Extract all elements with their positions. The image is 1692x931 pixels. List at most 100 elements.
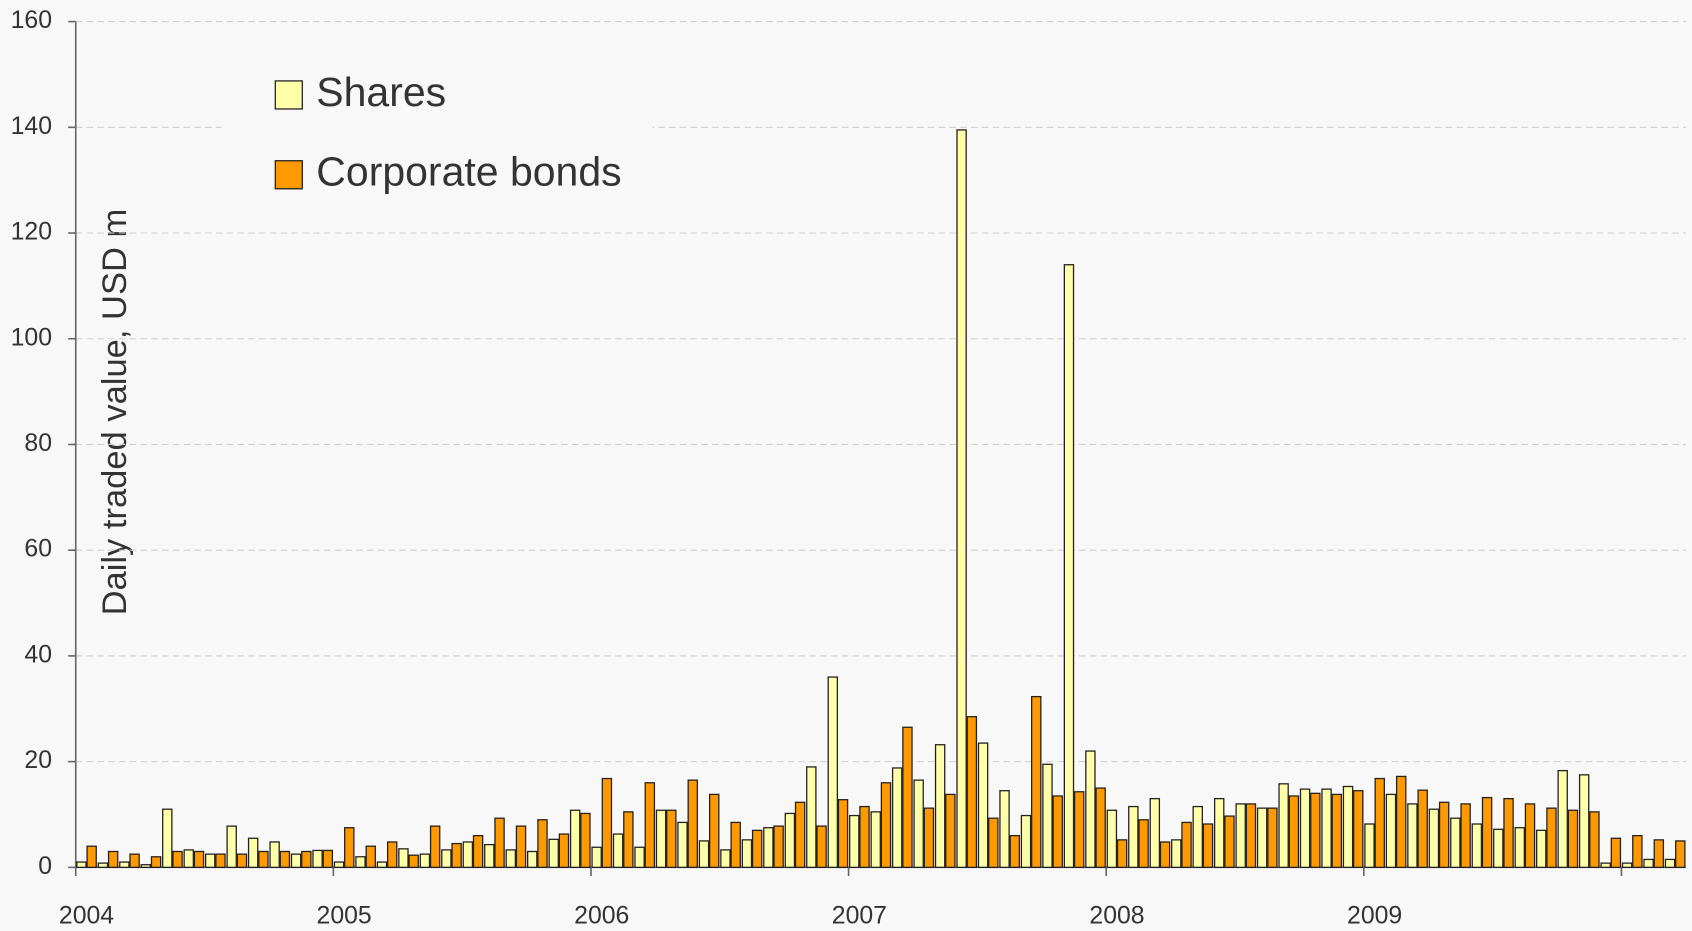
bar xyxy=(451,842,462,868)
bar xyxy=(344,827,355,868)
bar xyxy=(687,779,698,868)
bar xyxy=(1267,807,1278,868)
y-tick-label: 120 xyxy=(11,219,52,246)
bar xyxy=(612,833,624,868)
bar xyxy=(484,843,495,868)
bar xyxy=(1353,790,1364,868)
bar xyxy=(859,805,870,868)
bar xyxy=(1256,807,1268,868)
bar xyxy=(312,849,323,868)
bar xyxy=(816,825,827,868)
bar xyxy=(708,793,720,868)
bar xyxy=(923,807,935,868)
bar xyxy=(1417,789,1428,868)
bar xyxy=(333,861,345,868)
bar xyxy=(398,848,409,868)
bar xyxy=(1600,862,1611,868)
bar xyxy=(1342,785,1354,868)
bar xyxy=(891,767,903,868)
bar xyxy=(934,744,946,868)
bar xyxy=(1171,839,1182,868)
bar xyxy=(429,825,441,868)
y-tick-label: 140 xyxy=(11,113,52,140)
bar xyxy=(150,856,162,868)
bar xyxy=(441,849,452,868)
bar xyxy=(1428,808,1440,868)
bar xyxy=(226,825,237,868)
bar xyxy=(870,811,881,868)
bar xyxy=(1020,814,1032,868)
bar xyxy=(1224,815,1235,868)
x-tick-label: 2004 xyxy=(59,903,114,930)
legend-label: Shares xyxy=(316,69,446,115)
bar xyxy=(1653,839,1665,868)
bar xyxy=(902,726,913,868)
bar xyxy=(580,812,591,868)
bar xyxy=(1331,793,1343,868)
bar xyxy=(655,809,667,868)
bar xyxy=(247,837,259,868)
bar xyxy=(623,811,634,868)
bar xyxy=(1202,823,1214,868)
bar xyxy=(1407,803,1418,868)
bar xyxy=(591,846,602,868)
bar xyxy=(1288,795,1300,868)
y-axis-label: Daily traded value, USD m xyxy=(96,209,134,616)
y-tick-label: 0 xyxy=(38,853,52,880)
bar xyxy=(1278,783,1289,868)
bar xyxy=(1149,797,1161,868)
bar xyxy=(301,850,312,868)
bar xyxy=(1374,777,1385,868)
bar xyxy=(462,841,474,868)
y-tick-label: 100 xyxy=(11,324,52,351)
bar xyxy=(966,716,978,868)
bar xyxy=(365,845,376,868)
bar xyxy=(1009,834,1021,868)
bar xyxy=(408,854,419,868)
bar xyxy=(376,861,388,868)
bar xyxy=(849,814,860,868)
bar xyxy=(494,817,505,868)
bar xyxy=(1621,862,1633,868)
bar xyxy=(784,812,796,868)
bar xyxy=(601,777,613,868)
bar xyxy=(1181,821,1192,868)
bar xyxy=(279,850,291,868)
bar xyxy=(1073,791,1085,868)
bar xyxy=(1128,805,1139,868)
y-tick-label: 60 xyxy=(24,536,52,563)
bar xyxy=(1299,788,1311,868)
bar xyxy=(548,838,559,868)
bar xyxy=(1095,787,1106,868)
bar xyxy=(1085,750,1096,868)
bar xyxy=(1450,817,1461,868)
bar xyxy=(988,817,999,868)
bar xyxy=(505,849,516,868)
bar xyxy=(1471,823,1483,868)
bar xyxy=(730,821,741,868)
bar xyxy=(119,861,130,868)
bar xyxy=(677,821,688,868)
bar xyxy=(558,833,570,868)
bar xyxy=(183,849,194,868)
bar xyxy=(806,766,817,868)
bar xyxy=(569,809,581,868)
bar xyxy=(1159,841,1171,868)
x-tick-label: 2007 xyxy=(832,903,887,930)
bar xyxy=(1031,695,1042,868)
bar xyxy=(1535,829,1547,868)
bar xyxy=(644,782,656,868)
bar xyxy=(129,853,140,868)
bar xyxy=(1514,827,1525,868)
bar xyxy=(666,809,677,868)
y-tick-label: 40 xyxy=(24,641,52,668)
bar xyxy=(1395,775,1407,868)
bar xyxy=(999,790,1010,868)
bar xyxy=(1063,264,1075,868)
bar xyxy=(1524,803,1536,868)
bar xyxy=(258,850,269,868)
bar xyxy=(322,849,334,868)
bar xyxy=(956,129,967,868)
bar xyxy=(720,849,731,868)
